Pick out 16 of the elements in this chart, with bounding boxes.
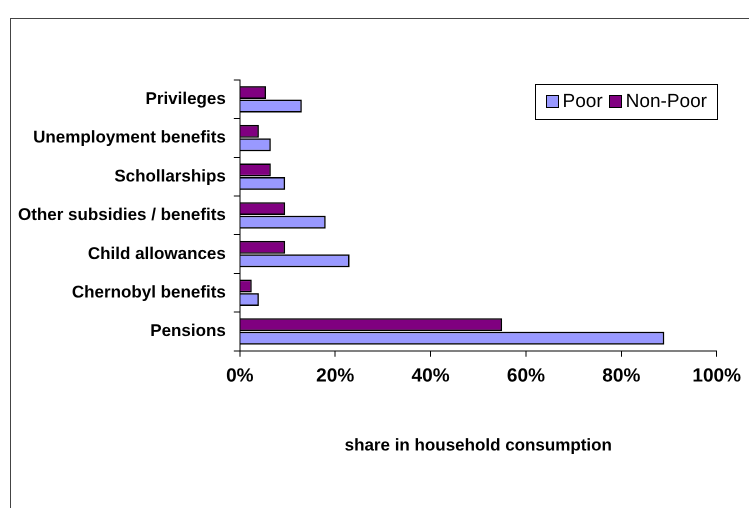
x-tick-label: 20% (316, 365, 354, 386)
legend-label: Poor (562, 91, 603, 113)
x-tick-label: 0% (226, 365, 254, 386)
x-tick-label: 80% (602, 365, 640, 386)
x-axis-title: share in household consumption (344, 435, 612, 454)
y-tick-label: Pensions (150, 321, 226, 340)
x-tick-label: 40% (412, 365, 450, 386)
y-tick-label: Unemployment benefits (33, 128, 226, 147)
x-tick-label: 60% (506, 365, 546, 386)
y-tick-label: Privileges (146, 89, 226, 108)
y-tick-label: Other subsidies / benefits (18, 205, 226, 224)
y-tick-label: Schollarships (114, 166, 226, 186)
x-tick-label: 100% (692, 365, 742, 386)
legend-label: Non-Poor (624, 91, 707, 113)
y-tick-label: Chernobyl benefits (72, 282, 226, 302)
y-tick-label: Child allowances (88, 244, 226, 263)
